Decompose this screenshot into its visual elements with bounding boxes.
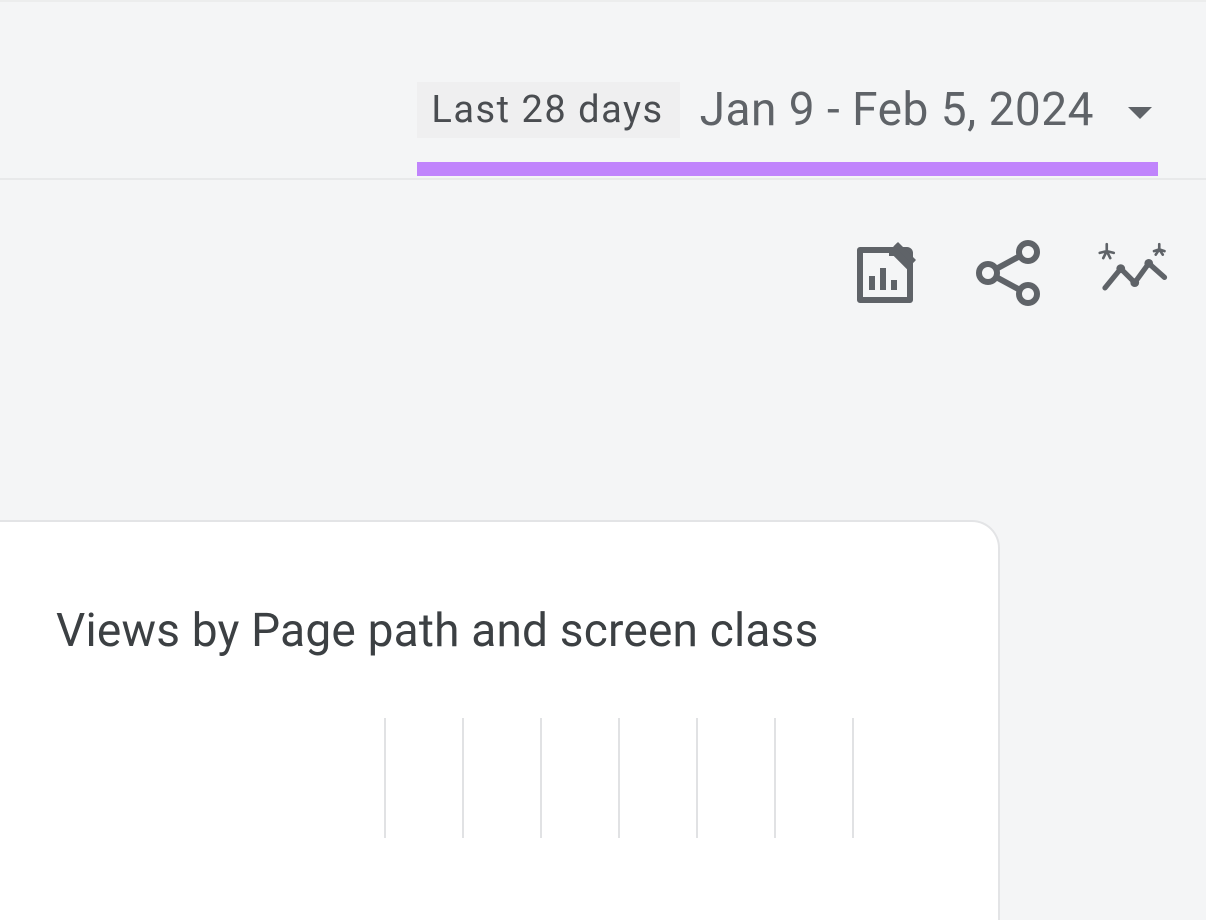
gridline [384,718,386,838]
chart-gridlines [384,718,854,838]
date-preset-label: Last 28 days [417,82,679,138]
gridline [540,718,542,838]
insights-icon[interactable] [1098,238,1168,308]
gridline [618,718,620,838]
topbar: Last 28 days Jan 9 - Feb 5, 2024 [0,0,1206,180]
highlight-underline [417,162,1158,176]
date-range-picker[interactable]: Last 28 days Jan 9 - Feb 5, 2024 [417,82,1154,150]
gridline [462,718,464,838]
date-range-text: Jan 9 - Feb 5, 2024 [700,83,1094,137]
chevron-down-icon [1126,105,1154,121]
gridline [696,718,698,838]
gridline [852,718,854,838]
edit-chart-icon[interactable] [850,238,920,308]
share-icon[interactable] [974,238,1044,308]
views-card: Views by Page path and screen class [0,520,1000,920]
gridline [774,718,776,838]
toolbar-icons [0,238,1206,308]
card-title: Views by Page path and screen class [56,604,998,658]
